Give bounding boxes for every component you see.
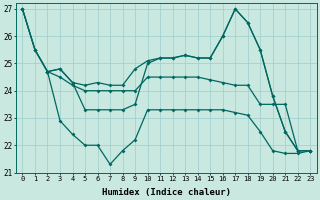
X-axis label: Humidex (Indice chaleur): Humidex (Indice chaleur) <box>102 188 231 197</box>
